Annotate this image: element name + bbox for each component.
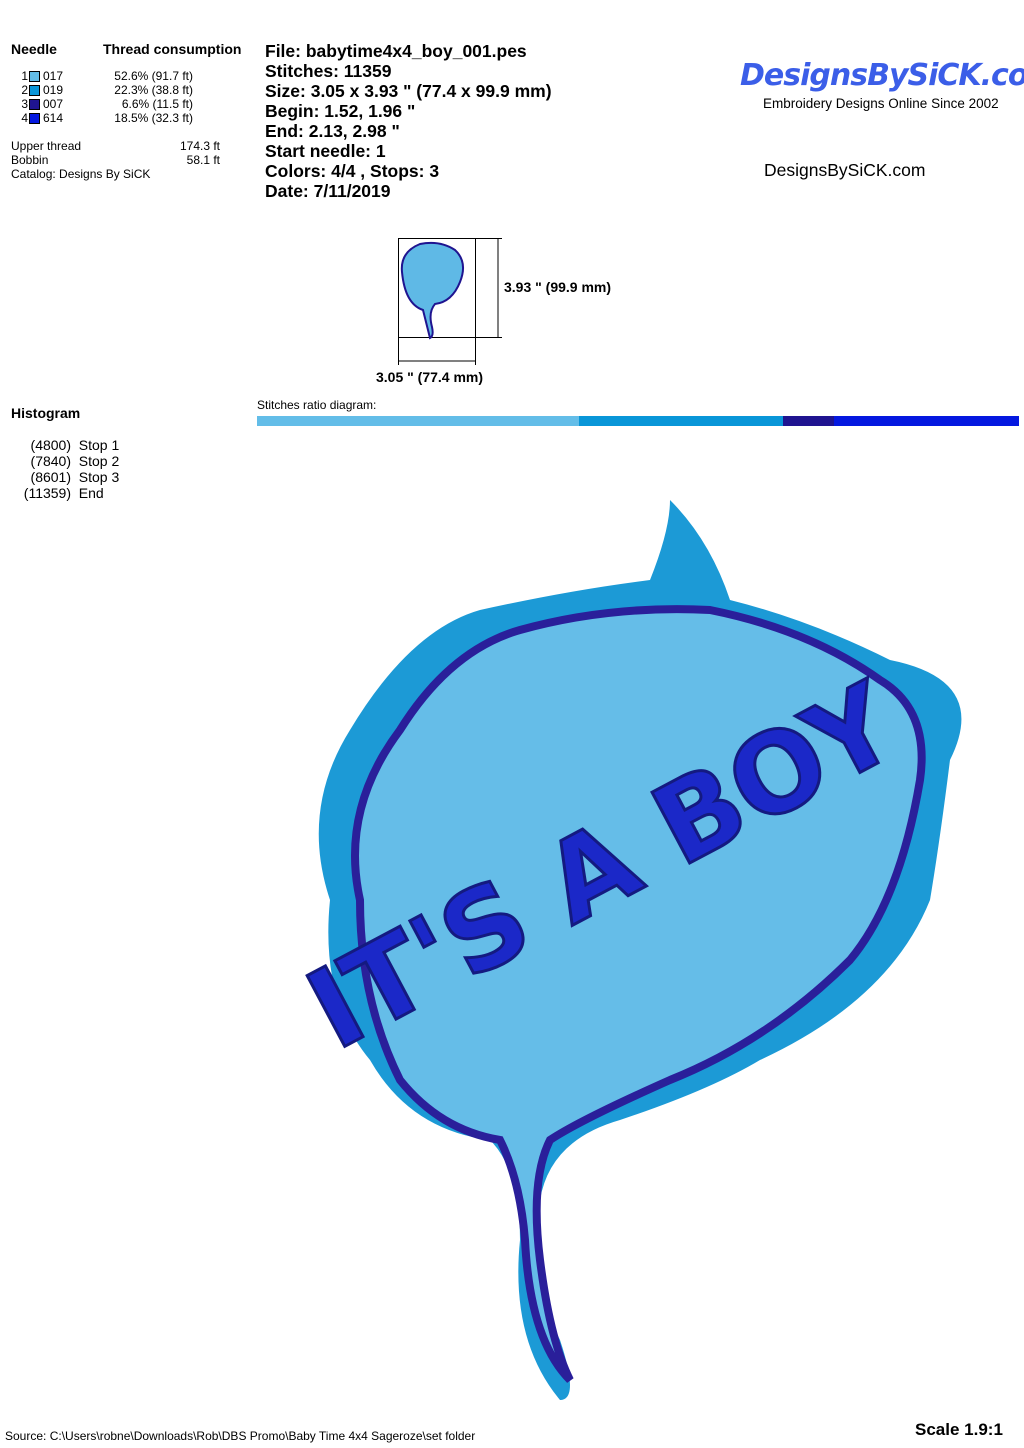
histogram-title: Histogram: [11, 405, 81, 421]
speech-bubble: [351, 605, 926, 1383]
stop-list: (4800) Stop 1 (7840) Stop 2 (8601) Stop …: [11, 437, 119, 501]
stop-label: Stop 2: [78, 453, 120, 469]
stop-count: (8601): [30, 469, 71, 485]
stop-label: End: [78, 485, 104, 501]
bobbin-label: Bobbin: [11, 153, 49, 167]
needle-consumption: 6.6% (11.5 ft): [121, 97, 193, 111]
file-name: File: babytime4x4_boy_001.pes: [265, 41, 527, 61]
stop-row: (7840) Stop 2: [11, 453, 120, 469]
stop-row: (11359) End: [11, 485, 119, 501]
stop-row: (8601) Stop 3: [11, 469, 120, 485]
needle-num: 3: [21, 97, 28, 111]
color-swatch: [29, 98, 40, 110]
bounding-box: [398, 238, 476, 338]
design-size: Size: 3.05 x 3.93 " (77.4 x 99.9 mm): [265, 81, 552, 101]
stop-label: Stop 1: [78, 437, 120, 453]
catalog: Catalog: Designs By SiCK: [11, 167, 151, 181]
start-needle: Start needle: 1: [265, 141, 386, 161]
needle-consumption: 52.6% (91.7 ft): [114, 69, 193, 83]
needle-num: 2: [21, 83, 28, 97]
source-path: Source: C:\Users\robne\Downloads\Rob\DBS…: [5, 1429, 476, 1443]
dimension-lines: [398, 238, 502, 365]
stop-row: (4800) Stop 1: [11, 437, 120, 453]
stitches-ratio-bar: [257, 416, 1019, 426]
embroidery-design: IT'S A BOY: [290, 500, 962, 1400]
upper-thread-label: Upper thread: [11, 139, 82, 153]
needle-num: 4: [21, 111, 28, 125]
logo-tagline: Embroidery Designs Online Since 2002: [763, 96, 999, 111]
needle-code: 614: [43, 111, 64, 125]
thumbnail-design: [400, 241, 465, 340]
color-swatch: [29, 70, 40, 82]
begin-point: Begin: 1.52, 1.96 ": [265, 101, 416, 121]
needle-code: 007: [43, 97, 64, 111]
needle-consumption: 18.5% (32.3 ft): [114, 111, 193, 125]
needle-row: 2 019 22.3% (38.8 ft): [11, 83, 221, 97]
needle-header: Needle: [11, 41, 57, 57]
design-info: File: babytime4x4_boy_001.pes Stitches: …: [265, 41, 552, 201]
width-label: 3.05 " (77.4 mm): [376, 369, 484, 385]
height-label: 3.93 " (99.9 mm): [504, 279, 612, 295]
needle-list: 1 017 52.6% (91.7 ft) 2 019 22.3% (38.8 ft) …: [11, 69, 221, 125]
upper-thread-value: 174.3 ft: [179, 139, 220, 153]
stop-count: (7840): [30, 453, 71, 469]
color-swatch: [29, 84, 40, 96]
stop-label: Stop 3: [78, 469, 120, 485]
stitch-count: Stitches: 11359: [265, 61, 392, 81]
needle-num: 1: [21, 69, 28, 83]
thread-header: Thread consumption: [103, 41, 242, 57]
site-name: DesignsBySiCK.com: [764, 160, 926, 180]
needle-row: 3 007 6.6% (11.5 ft): [11, 97, 221, 111]
colors-stops: Colors: 4/4 , Stops: 3: [265, 161, 440, 181]
color-swatch: [29, 112, 40, 124]
design-date: Date: 7/11/2019: [265, 181, 391, 201]
end-point: End: 2.13, 2.98 ": [265, 121, 400, 141]
needle-row: 4 614 18.5% (32.3 ft): [11, 111, 221, 125]
stop-count: (11359): [23, 485, 71, 501]
needle-code: 017: [43, 69, 64, 83]
ratio-segment: [782, 416, 834, 426]
ratio-label: Stitches ratio diagram:: [257, 398, 377, 412]
ratio-segment: [257, 416, 579, 426]
bobbin-value: 58.1 ft: [186, 153, 220, 167]
ratio-segment: [579, 416, 783, 426]
design-thumbnail: [398, 238, 502, 365]
scale-label: Scale 1.9:1: [915, 1420, 1003, 1439]
stop-count: (4800): [30, 437, 71, 453]
logo: DesignsBySiCK.com: [740, 58, 1024, 93]
needle-consumption: 22.3% (38.8 ft): [114, 83, 193, 97]
needle-row: 1 017 52.6% (91.7 ft): [11, 69, 221, 83]
ratio-segment: [833, 416, 1019, 426]
needle-code: 019: [43, 83, 64, 97]
